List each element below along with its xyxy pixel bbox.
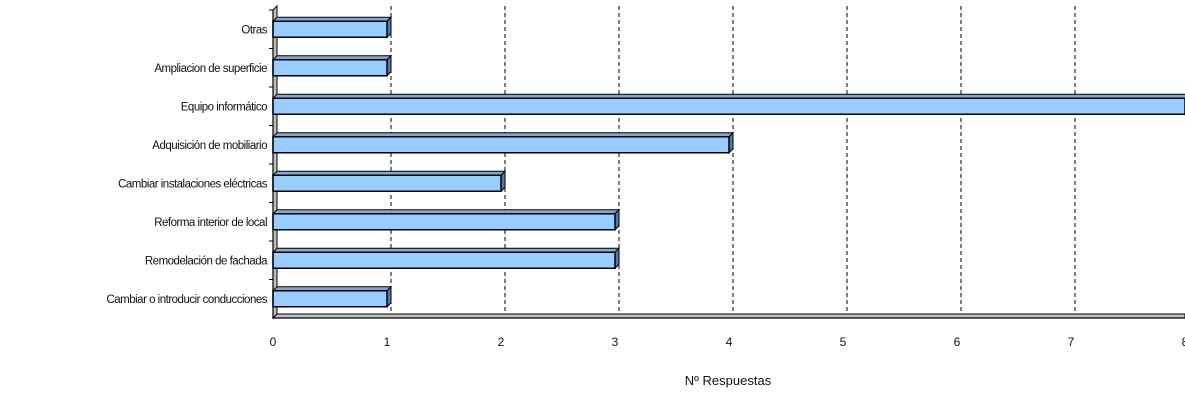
chart-back-walls bbox=[271, 4, 1185, 320]
x-tick-labels: 0 1 2 3 4 5 6 7 8 bbox=[270, 335, 1185, 349]
bar-front-face bbox=[272, 174, 502, 192]
bar-front-face bbox=[272, 290, 388, 308]
x-tick-label: 0 bbox=[270, 335, 277, 349]
bar-front-face bbox=[272, 213, 616, 231]
bar bbox=[271, 247, 621, 270]
category-label: Reforma interior de local bbox=[154, 217, 267, 229]
bar-front-face bbox=[272, 136, 730, 154]
category-labels: Otras Ampliacion de superficie Equipo info… bbox=[106, 24, 268, 306]
x-tick-label: 2 bbox=[498, 335, 505, 349]
category-label: Cambiar o introducir conducciones bbox=[106, 294, 267, 306]
bar-front-face bbox=[272, 59, 388, 77]
bar bbox=[271, 285, 393, 308]
x-tick-label: 1 bbox=[384, 335, 391, 349]
bar-front-face bbox=[272, 20, 388, 38]
bar bbox=[271, 16, 393, 39]
category-label: Otras bbox=[241, 24, 267, 36]
bar-front-face bbox=[272, 251, 616, 269]
category-label: Equipo informático bbox=[181, 101, 267, 113]
x-tick-label: 4 bbox=[726, 335, 733, 349]
category-label: Adquisición de mobiliario bbox=[152, 140, 267, 152]
bar bbox=[271, 93, 1185, 116]
bar bbox=[271, 170, 507, 193]
category-label: Cambiar instalaciones eléctricas bbox=[118, 178, 268, 190]
x-tick-label: 6 bbox=[954, 335, 961, 349]
x-tick-label: 7 bbox=[1068, 335, 1075, 349]
x-tick-label: 8 bbox=[1182, 335, 1185, 349]
x-tick-label: 5 bbox=[840, 335, 847, 349]
bar-front-face bbox=[272, 97, 1185, 115]
bar bbox=[271, 208, 621, 231]
bar bbox=[271, 131, 735, 154]
category-label: Ampliacion de superficie bbox=[154, 63, 267, 75]
category-label: Remodelación de fachada bbox=[145, 255, 268, 267]
bar bbox=[271, 54, 393, 77]
x-axis-title: Nº Respuestas bbox=[685, 373, 772, 388]
chart-axes bbox=[269, 9, 1185, 319]
x-tick-label: 3 bbox=[612, 335, 619, 349]
chart-bars bbox=[271, 16, 1185, 308]
